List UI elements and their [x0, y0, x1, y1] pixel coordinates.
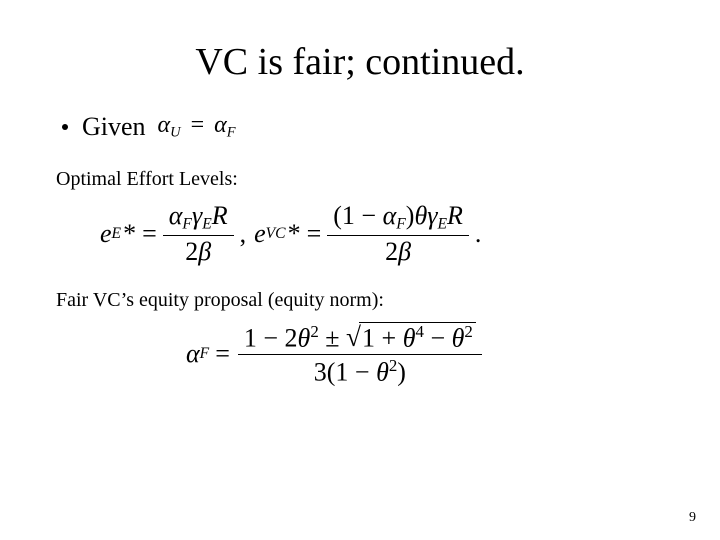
bullet-row: Given αU = αF — [62, 112, 664, 142]
optimal-effort-equation: eE * = αFγER 2β , eVC * = (1 − αF)θγER 2… — [100, 201, 664, 267]
frac-alphaF: 1 − 2θ2 ± √1 + θ4 − θ2 3(1 − θ2) — [238, 322, 482, 388]
slide-title: VC is fair; continued. — [56, 40, 664, 84]
alpha-F-equation: αF = 1 − 2θ2 ± √1 + θ4 − θ2 3(1 − θ2) — [186, 322, 664, 388]
section2-heading: Fair VC’s equity proposal (equity norm): — [56, 289, 664, 312]
bullet-dot — [62, 124, 68, 130]
frac-eVC: (1 − αF)θγER 2β — [327, 201, 469, 267]
slide: VC is fair; continued. Given αU = αF Opt… — [0, 0, 720, 540]
sqrt-expr: √1 + θ4 − θ2 — [346, 322, 476, 352]
bullet-label: Given — [82, 112, 146, 142]
given-equation: αU = αF — [158, 112, 236, 141]
frac-eE: αFγER 2β — [163, 201, 234, 267]
page-number: 9 — [689, 510, 696, 526]
section1-heading: Optimal Effort Levels: — [56, 168, 664, 191]
